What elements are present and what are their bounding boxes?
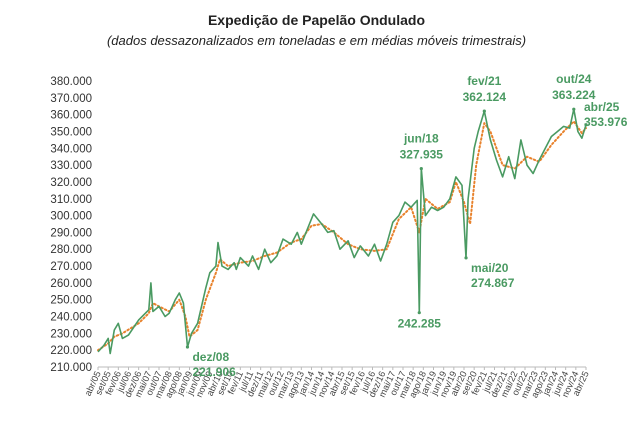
chart-subtitle: (dados dessazonalizados em toneladas e e… xyxy=(106,33,527,48)
y-tick-label: 300.000 xyxy=(50,211,92,223)
y-tick-label: 340.000 xyxy=(50,143,92,155)
annotation-value: 274.867 xyxy=(471,276,515,290)
annotation-label: out/24 xyxy=(556,72,592,86)
annotation-value: 362.124 xyxy=(463,90,507,104)
y-tick-label: 350.000 xyxy=(50,126,92,138)
y-tick-label: 370.000 xyxy=(50,93,92,105)
annotation-label: 242.285 xyxy=(398,317,442,331)
y-tick-label: 240.000 xyxy=(50,312,92,324)
y-tick-label: 310.000 xyxy=(50,194,92,206)
annotation-marker xyxy=(584,123,588,127)
y-tick-label: 380.000 xyxy=(50,76,92,88)
y-tick-label: 250.000 xyxy=(50,295,92,307)
y-tick-label: 210.000 xyxy=(50,362,92,374)
y-tick-label: 220.000 xyxy=(50,345,92,357)
y-tick-label: 260.000 xyxy=(50,278,92,290)
y-tick-label: 360.000 xyxy=(50,110,92,122)
annotation-value: 363.224 xyxy=(552,88,596,102)
annotation-label: mai/20 xyxy=(471,261,509,275)
annotation-marker xyxy=(417,311,421,315)
annotation-value: 327.935 xyxy=(400,148,444,162)
annotation-marker xyxy=(185,345,190,349)
y-tick-label: 290.000 xyxy=(50,227,92,239)
annotation-marker xyxy=(419,166,423,171)
annotation-label: jun/18 xyxy=(403,132,439,146)
y-tick-label: 320.000 xyxy=(50,177,92,189)
annotation-value: 221.906 xyxy=(192,365,236,379)
annotation-marker xyxy=(464,256,468,260)
series-layer xyxy=(97,108,587,355)
annotation-marker xyxy=(482,109,486,113)
y-tick-label: 330.000 xyxy=(50,160,92,172)
annotation-label: abr/25 xyxy=(584,100,620,114)
chart-title: Expedição de Papelão Ondulado xyxy=(207,12,426,28)
y-tick-label: 230.000 xyxy=(50,328,92,340)
annotation-label: dez/08 xyxy=(192,350,229,364)
shipment-series-line xyxy=(97,108,587,355)
annotation-label: fev/21 xyxy=(467,74,501,88)
chart-axes: 210.000 220.000 230.000 240.000 250.000 260.0… xyxy=(50,76,590,400)
annotation-value: 353.976 xyxy=(584,115,628,129)
annotation-marker xyxy=(572,107,576,111)
y-tick-label: 280.000 xyxy=(50,244,92,256)
y-tick-label: 270.000 xyxy=(50,261,92,273)
moving-average-series-line xyxy=(97,120,587,352)
